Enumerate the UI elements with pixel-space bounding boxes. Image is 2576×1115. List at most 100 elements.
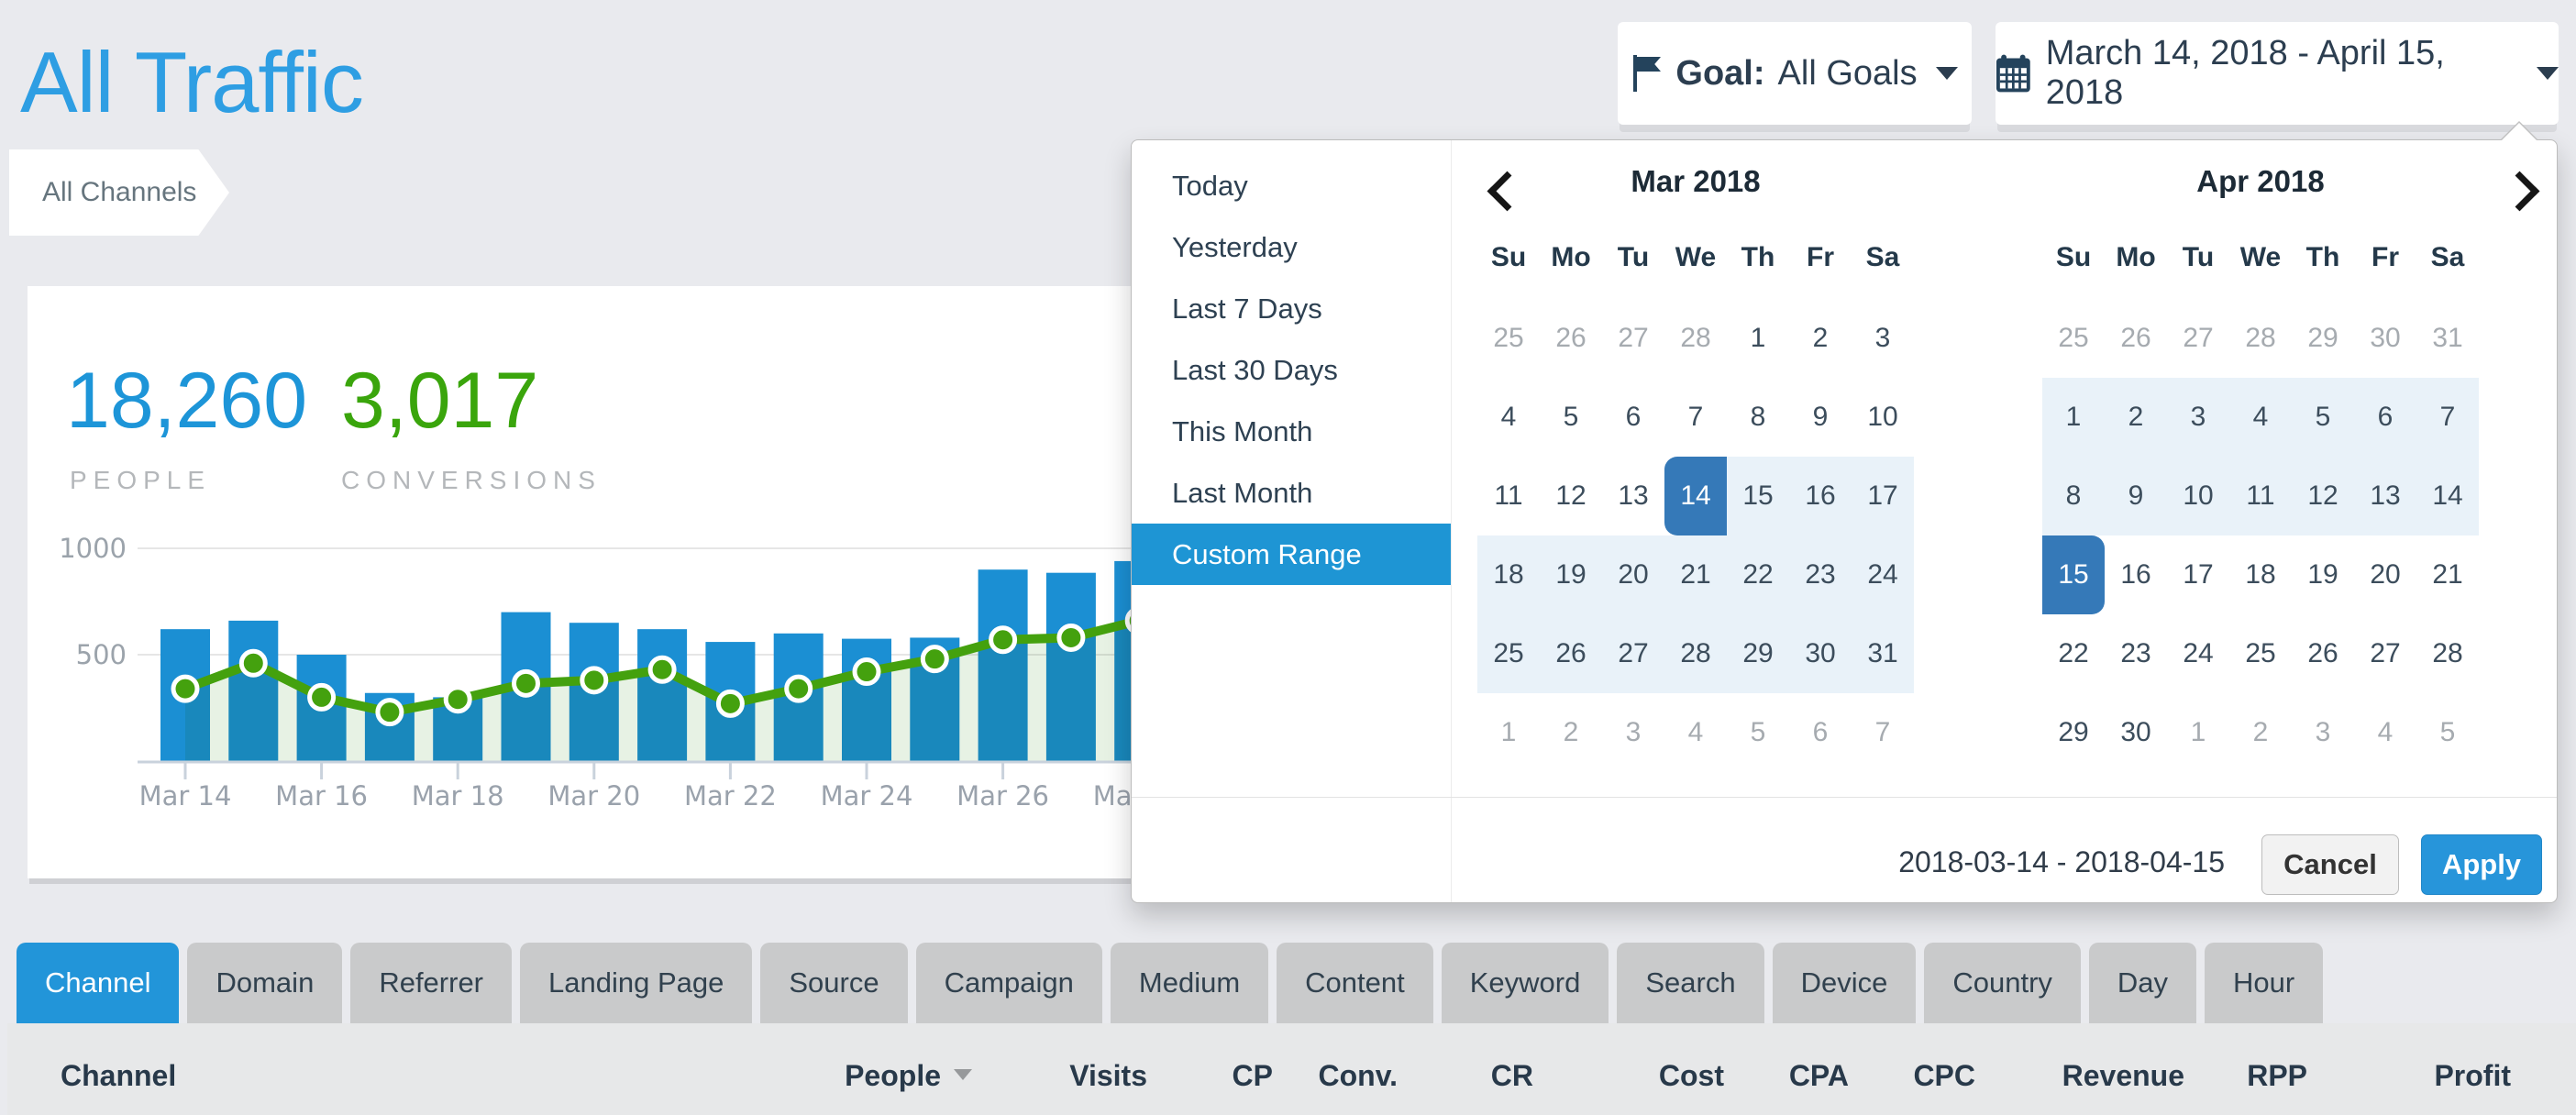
day-cell[interactable]: 11	[1494, 480, 1523, 511]
day-cell[interactable]: 25	[2245, 638, 2276, 668]
goal-dropdown-button[interactable]: Goal: All Goals	[1618, 22, 1972, 125]
day-cell[interactable]: 21	[1664, 535, 1727, 614]
day-cell[interactable]: 23	[2120, 638, 2151, 668]
day-cell[interactable]: 1	[2042, 378, 2105, 457]
day-cell[interactable]: 19	[2307, 559, 2338, 590]
day-cell[interactable]: 8	[2042, 457, 2105, 535]
day-cell[interactable]: 29	[2307, 323, 2338, 353]
tab-device[interactable]: Device	[1772, 943, 1917, 1023]
column-header-rpp[interactable]: RPP	[2247, 1059, 2307, 1092]
preset-last-7-days[interactable]: Last 7 Days	[1172, 293, 1322, 325]
tab-country[interactable]: Country	[1924, 943, 2081, 1023]
day-cell[interactable]: 2	[1812, 323, 1829, 353]
column-header-people[interactable]: People	[845, 1056, 972, 1095]
next-month-button[interactable]	[2499, 171, 2540, 212]
day-cell[interactable]: 27	[2370, 638, 2401, 668]
day-cell[interactable]: 5	[2439, 717, 2456, 747]
tab-referrer[interactable]: Referrer	[350, 943, 513, 1023]
day-cell[interactable]: 26	[2120, 323, 2151, 353]
tab-channel[interactable]: Channel	[17, 943, 180, 1023]
column-header-channel[interactable]: Channel	[61, 1059, 177, 1092]
day-cell[interactable]: 27	[1618, 323, 1649, 353]
date-range-button[interactable]: March 14, 2018 - April 15, 2018	[1996, 22, 2559, 125]
day-cell[interactable]: 13	[1618, 480, 1649, 511]
tab-landing-page[interactable]: Landing Page	[520, 943, 753, 1023]
day-cell[interactable]: 24	[1852, 535, 1914, 614]
tab-source[interactable]: Source	[760, 943, 908, 1023]
day-cell[interactable]: 18	[1477, 535, 1540, 614]
tab-domain[interactable]: Domain	[187, 943, 343, 1023]
day-cell[interactable]: 29	[1727, 614, 1789, 693]
preset-yesterday[interactable]: Yesterday	[1172, 231, 1298, 263]
day-cell[interactable]: 1	[1500, 717, 1517, 747]
day-cell[interactable]: 4	[1687, 717, 1704, 747]
day-cell[interactable]: 24	[2183, 638, 2214, 668]
day-cell[interactable]: 16	[1789, 457, 1852, 535]
column-header-cp[interactable]: CP	[1232, 1059, 1273, 1092]
day-cell[interactable]: 20	[1602, 535, 1664, 614]
tab-keyword[interactable]: Keyword	[1441, 943, 1609, 1023]
day-cell[interactable]: 9	[2105, 457, 2167, 535]
breadcrumb-all-channels[interactable]: All Channels	[9, 149, 229, 236]
day-cell[interactable]: 21	[2432, 559, 2463, 590]
day-cell[interactable]: 31	[1852, 614, 1914, 693]
day-cell[interactable]: 12	[2292, 457, 2354, 535]
day-cell[interactable]: 28	[1680, 323, 1711, 353]
day-cell[interactable]: 26	[2307, 638, 2338, 668]
day-cell[interactable]: 22	[1727, 535, 1789, 614]
day-cell[interactable]: 23	[1789, 535, 1852, 614]
day-cell[interactable]: 31	[2432, 323, 2463, 353]
day-cell[interactable]: 9	[1812, 402, 1829, 432]
day-cell[interactable]: 2	[1563, 717, 1579, 747]
day-cell[interactable]: 30	[2120, 717, 2151, 747]
day-cell[interactable]: 17	[2183, 559, 2214, 590]
column-header-revenue[interactable]: Revenue	[2062, 1059, 2184, 1092]
day-cell[interactable]: 2	[2252, 717, 2269, 747]
day-cell[interactable]: 4	[2229, 378, 2292, 457]
day-cell[interactable]: 27	[2183, 323, 2214, 353]
day-cell[interactable]: 29	[2058, 717, 2089, 747]
day-cell[interactable]: 11	[2229, 457, 2292, 535]
tab-campaign[interactable]: Campaign	[915, 943, 1102, 1023]
day-cell[interactable]: 12	[1555, 480, 1587, 511]
day-cell[interactable]: 22	[2058, 638, 2089, 668]
day-cell[interactable]: 6	[2354, 378, 2416, 457]
day-cell[interactable]: 8	[1750, 402, 1766, 432]
day-cell[interactable]: 13	[2354, 457, 2416, 535]
column-header-cpc[interactable]: CPC	[1913, 1059, 1975, 1092]
preset-custom-range[interactable]: Custom Range	[1132, 524, 1451, 585]
day-cell[interactable]: 5	[1563, 402, 1579, 432]
cancel-button[interactable]: Cancel	[2261, 834, 2399, 895]
day-cell[interactable]: 28	[2432, 638, 2463, 668]
day-cell[interactable]: 15	[1727, 457, 1789, 535]
day-cell[interactable]: 6	[1812, 717, 1829, 747]
day-cell[interactable]: 2	[2105, 378, 2167, 457]
day-cell[interactable]: 28	[2245, 323, 2276, 353]
tab-content[interactable]: Content	[1277, 943, 1433, 1023]
day-cell[interactable]: 27	[1602, 614, 1664, 693]
day-cell[interactable]: 10	[1867, 402, 1898, 432]
day-cell[interactable]: 10	[2167, 457, 2229, 535]
day-cell[interactable]: 20	[2370, 559, 2401, 590]
day-cell[interactable]: 19	[1540, 535, 1602, 614]
day-cell[interactable]: 7	[1874, 717, 1891, 747]
day-cell[interactable]: 5	[2292, 378, 2354, 457]
column-header-profit[interactable]: Profit	[2434, 1059, 2511, 1092]
tab-search[interactable]: Search	[1617, 943, 1764, 1023]
day-cell[interactable]: 25	[1477, 614, 1540, 693]
column-header-cr[interactable]: CR	[1490, 1059, 1533, 1092]
day-cell[interactable]: 1	[1750, 323, 1766, 353]
day-cell[interactable]: 5	[1750, 717, 1766, 747]
day-cell[interactable]: 26	[1555, 323, 1587, 353]
tab-day[interactable]: Day	[2088, 943, 2197, 1023]
day-cell[interactable]: 1	[2190, 717, 2206, 747]
day-cell[interactable]: 30	[1789, 614, 1852, 693]
preset-today[interactable]: Today	[1172, 170, 1248, 202]
day-cell[interactable]: 4	[2377, 717, 2394, 747]
day-cell[interactable]: 3	[1625, 717, 1642, 747]
day-cell[interactable]: 17	[1852, 457, 1914, 535]
column-header-visits[interactable]: Visits	[1069, 1059, 1147, 1092]
day-cell[interactable]: 18	[2245, 559, 2276, 590]
day-cell[interactable]: 15	[2042, 535, 2105, 614]
day-cell[interactable]: 3	[2167, 378, 2229, 457]
